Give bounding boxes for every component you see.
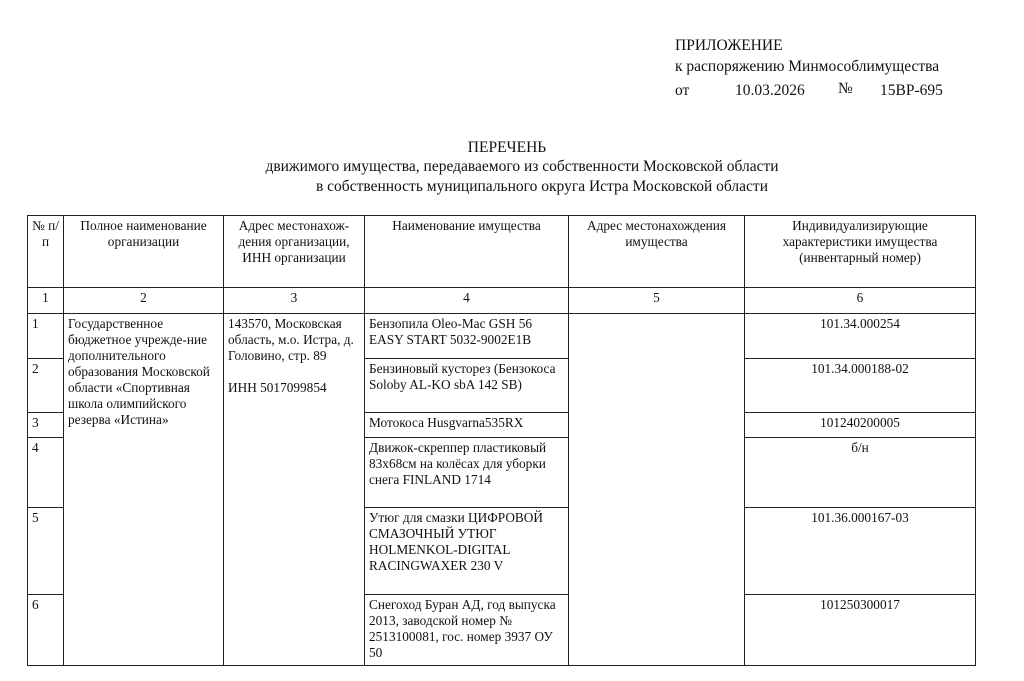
table-header-row: № п/п Полное наименование организации Ад… <box>27 215 976 288</box>
document-title: ПЕРЕЧЕНЬ <box>467 139 547 156</box>
appendix-date: 10.03.2026 <box>735 82 805 99</box>
header-num: № п/п <box>27 215 64 288</box>
document-subtitle-1: движимого имущества, передаваемого из со… <box>265 158 779 175</box>
row-number: 4 <box>27 437 64 508</box>
organization-inn: ИНН 5017099854 <box>228 380 327 395</box>
table-row: 5 Утюг для смазки ЦИФРОВОЙ СМАЗОЧНЫЙ УТЮ… <box>27 507 976 595</box>
header-inventory: Индивидуализирующие характеристики имуще… <box>744 215 976 288</box>
column-number-row: 1 2 3 4 5 6 <box>27 287 976 314</box>
appendix-number-sign: № <box>838 80 853 97</box>
appendix-number: 15ВР-695 <box>880 82 943 99</box>
column-number: 3 <box>223 287 365 314</box>
header-organization: Полное наименование организации <box>63 215 224 288</box>
table-row: 2 Бензиновый кусторез (Бензокоса Soloby … <box>27 358 976 413</box>
row-number: 2 <box>27 358 64 413</box>
inventory-number: 101.34.000188-02 <box>744 358 976 413</box>
column-number: 6 <box>744 287 976 314</box>
property-table: № п/п Полное наименование организации Ад… <box>27 215 976 666</box>
table-row: 3 Мотокоса Husgvarna535RX 101240200005 <box>27 412 976 438</box>
appendix-subtitle: к распоряжению Минмособлимущества <box>675 58 940 75</box>
column-number: 2 <box>63 287 224 314</box>
column-number: 4 <box>364 287 569 314</box>
row-number: 3 <box>27 412 64 438</box>
property-name: Снегоход Буран АД, год выпуска 2013, зав… <box>364 594 569 666</box>
property-address <box>568 313 745 666</box>
inventory-number: 101240200005 <box>744 412 976 438</box>
header-property-address: Адрес местонахождения имущества <box>568 215 745 288</box>
column-number: 5 <box>568 287 745 314</box>
table-row: 1 Государственное бюджетное учрежде-ние … <box>27 313 976 666</box>
property-name: Бензиновый кусторез (Бензокоса Soloby AL… <box>364 358 569 413</box>
appendix-title: ПРИЛОЖЕНИЕ <box>675 37 783 54</box>
inventory-number: 101.34.000254 <box>744 313 976 359</box>
appendix-from-label: от <box>675 82 690 99</box>
header-org-address: Адрес местонахож-дения организации, ИНН … <box>223 215 365 288</box>
row-number: 1 <box>27 313 64 359</box>
organization-address-cell: 143570, Московская область, м.о. Истра, … <box>223 313 365 666</box>
table-row: 4 Движок-скреппер пластиковый 83х68см на… <box>27 437 976 508</box>
header-property-name: Наименование имущества <box>364 215 569 288</box>
property-name: Утюг для смазки ЦИФРОВОЙ СМАЗОЧНЫЙ УТЮГ … <box>364 507 569 595</box>
property-name: Движок-скреппер пластиковый 83х68см на к… <box>364 437 569 508</box>
organization-name: Государственное бюджетное учрежде-ние до… <box>63 313 224 666</box>
document-subtitle-2: в собственность муниципального округа Ис… <box>315 178 768 195</box>
property-name: Бензопила Oleo-Mac GSH 56 EASY START 503… <box>364 313 569 359</box>
table-row: 6 Снегоход Буран АД, год выпуска 2013, з… <box>27 594 976 666</box>
organization-address: 143570, Московская область, м.о. Истра, … <box>228 316 354 363</box>
property-name: Мотокоса Husgvarna535RX <box>364 412 569 438</box>
row-number: 6 <box>27 594 64 666</box>
inventory-number: б/н <box>744 437 976 508</box>
inventory-number: 101250300017 <box>744 594 976 666</box>
row-number: 5 <box>27 507 64 595</box>
column-number: 1 <box>27 287 64 314</box>
inventory-number: 101.36.000167-03 <box>744 507 976 595</box>
